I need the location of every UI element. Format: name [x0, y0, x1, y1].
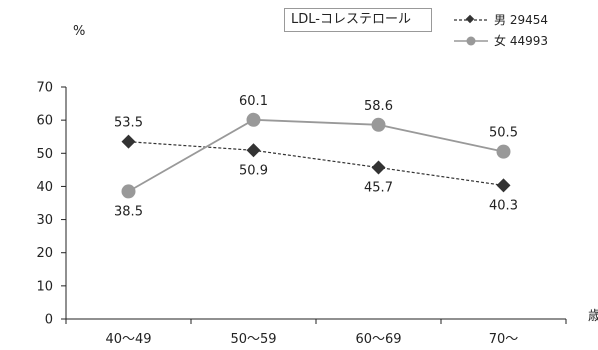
- series-line-male: [128, 141, 504, 186]
- data-label-male: 53.5: [114, 116, 143, 131]
- legend-item-female: 女 44993: [452, 32, 548, 49]
- legend-line-circle-icon: [454, 36, 488, 45]
- x-tick-label: 40～49: [105, 332, 151, 347]
- data-label-male: 45.7: [364, 181, 393, 196]
- axes: 0 10 20 30 40 50 60 70 40～49 50～59 60～69 70～: [36, 81, 567, 347]
- data-point-male: [246, 143, 261, 158]
- y-tick-label: 60: [36, 114, 53, 129]
- data-label-female: 50.5: [489, 126, 518, 141]
- series-layer: [121, 112, 511, 199]
- data-point-male: [496, 178, 511, 193]
- data-label-female: 38.5: [114, 204, 143, 219]
- data-label-layer: 53.5 50.9 45.7 40.3 38.5 60.1 58.6 50.5: [114, 94, 518, 220]
- data-point-female: [121, 184, 136, 199]
- data-point-male: [121, 134, 136, 149]
- data-point-female: [371, 117, 386, 132]
- data-label-female: 58.6: [364, 99, 393, 114]
- y-tick-label: 20: [36, 246, 53, 261]
- data-point-female: [496, 144, 511, 159]
- y-tick-label: 70: [36, 81, 53, 96]
- legend-label-female: 女 44993: [494, 34, 548, 48]
- y-tick-label: 10: [36, 279, 53, 294]
- legend-title-box: LDL-コレステロール: [284, 8, 432, 32]
- data-point-male: [371, 160, 386, 175]
- data-label-male: 50.9: [239, 163, 268, 178]
- series-line-female: [128, 118, 504, 193]
- x-tick-label: 60～69: [355, 332, 401, 347]
- data-point-female: [246, 112, 261, 127]
- data-label-female: 60.1: [239, 94, 268, 109]
- y-tick-label: 0: [45, 313, 53, 328]
- legend-line-diamond-icon: [454, 14, 488, 23]
- y-tick-label: 40: [36, 180, 53, 195]
- y-tick-label: 30: [36, 213, 53, 228]
- y-tick-label: 50: [36, 147, 53, 162]
- legend-item-male: 男 29454: [452, 11, 548, 28]
- x-tick-label: 50～59: [230, 332, 276, 347]
- y-unit-label: %: [73, 24, 86, 39]
- x-unit-label: 歳: [588, 309, 598, 324]
- data-label-male: 40.3: [489, 198, 518, 213]
- x-tick-label: 70～: [489, 332, 519, 347]
- legend-title: LDL-コレステロール: [291, 12, 411, 27]
- legend-label-male: 男 29454: [494, 13, 548, 27]
